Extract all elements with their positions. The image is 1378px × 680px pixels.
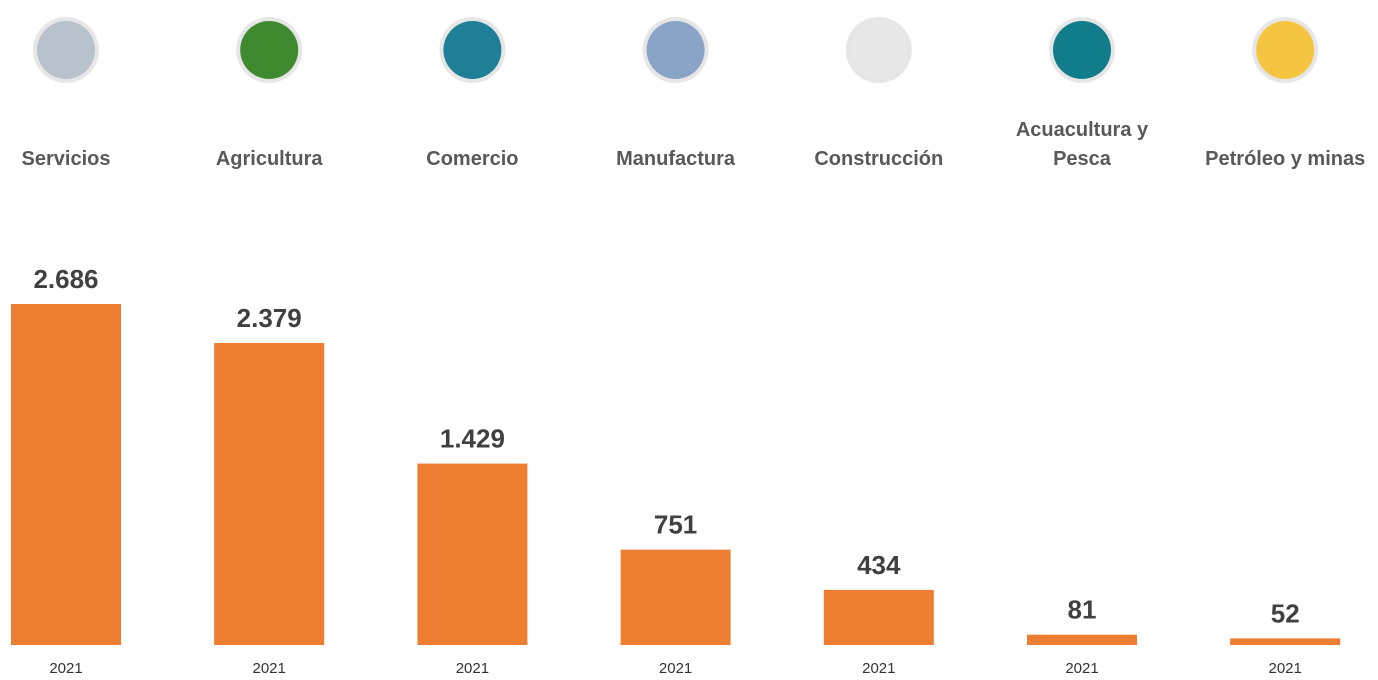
value-label: 2.379 — [237, 303, 302, 333]
category-label: Petróleo y minas — [1205, 148, 1366, 170]
period-label: 2021 — [49, 660, 82, 677]
bar — [823, 589, 934, 645]
category-label: Agricultura — [215, 148, 323, 170]
category-label: Acuacultura y Pesca — [1015, 119, 1149, 170]
period-label: 2021 — [253, 660, 286, 677]
value-label: 81 — [1068, 595, 1097, 625]
icon — [1252, 17, 1319, 83]
value-label: 2.686 — [33, 264, 98, 294]
category-label: Comercio — [426, 148, 519, 170]
icon — [439, 17, 506, 83]
icon — [236, 17, 303, 83]
period-label: 2021 — [659, 660, 692, 677]
icon — [845, 17, 912, 83]
period-label: 2021 — [456, 660, 489, 677]
period-label: 2021 — [1065, 660, 1098, 677]
bar — [417, 463, 528, 645]
value-label: 751 — [654, 510, 697, 540]
period-label: 2021 — [862, 660, 895, 677]
bar — [11, 304, 121, 645]
icon-inner — [1053, 21, 1111, 79]
bar — [1230, 638, 1341, 645]
bar — [1027, 634, 1137, 645]
icon-inner — [443, 21, 502, 79]
icon-inner — [849, 21, 908, 79]
category-label: Construcción — [814, 148, 944, 170]
icon — [1049, 17, 1115, 83]
icon-inner — [1256, 21, 1315, 79]
icon — [642, 17, 709, 83]
category-label: Manufactura — [616, 148, 736, 170]
category-label: Servicios — [21, 148, 111, 170]
bar — [620, 549, 731, 645]
value-label: 52 — [1271, 598, 1300, 628]
value-label: 1.429 — [440, 424, 505, 454]
value-label: 434 — [857, 550, 901, 580]
icon-inner — [37, 21, 95, 79]
icon-inner — [646, 21, 705, 79]
period-label: 2021 — [1269, 660, 1302, 677]
icon — [33, 17, 99, 83]
icon-inner — [240, 21, 299, 79]
bar — [214, 342, 325, 645]
